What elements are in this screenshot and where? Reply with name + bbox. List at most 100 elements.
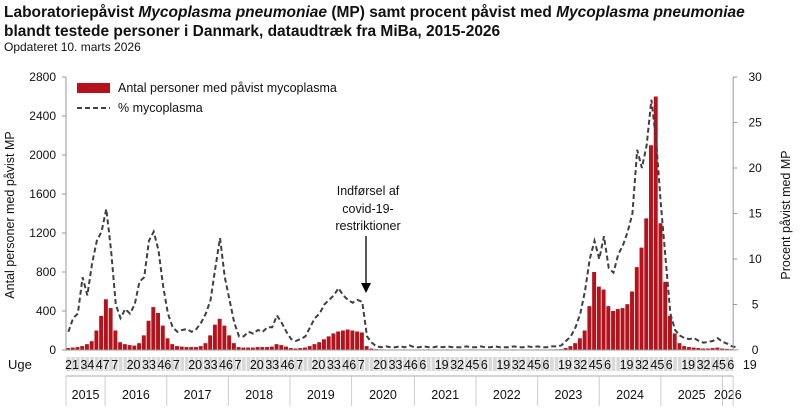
year-label: 2018	[245, 388, 273, 402]
bar	[577, 338, 582, 350]
bar	[701, 348, 706, 350]
bar	[203, 343, 208, 350]
bar	[198, 346, 203, 350]
bar	[151, 307, 156, 350]
week-tick-label: 20	[250, 358, 264, 372]
y-tick-label-left: 1600	[29, 187, 56, 201]
week-tick-label: 20	[373, 358, 387, 372]
annotation-line: Indførsel af	[337, 184, 400, 198]
title-part: (MP) samt procent påvist med	[327, 4, 557, 21]
line-series	[67, 99, 737, 349]
year-label: 2019	[307, 388, 335, 402]
bar	[568, 346, 573, 350]
week-tick-label: 46	[342, 358, 356, 372]
bar	[630, 291, 634, 350]
week-tick-label: 33	[204, 358, 218, 372]
week-tick-label: 20	[127, 358, 141, 372]
week-tick-label: 45	[589, 358, 603, 372]
year-label: 2020	[369, 388, 397, 402]
bar	[141, 335, 146, 350]
annotation-line: covid-19-	[342, 202, 393, 216]
week-tick-label: 20	[188, 358, 202, 372]
bar	[317, 342, 322, 350]
bar	[284, 346, 288, 350]
y-tick-label-left: 2800	[29, 70, 56, 84]
bar	[127, 345, 132, 350]
bar	[118, 342, 123, 350]
year-label: 2025	[678, 388, 706, 402]
week-tick-label: 33	[142, 358, 156, 372]
week-tick-label: 6	[419, 358, 426, 372]
week-band	[66, 357, 734, 371]
bar	[288, 348, 293, 350]
y-axis-left-label: Antal personer med påvist MP	[3, 131, 17, 298]
bar	[274, 344, 279, 350]
week-tick-label: 33	[389, 358, 403, 372]
bar	[340, 330, 345, 350]
week-tick-label: 46	[219, 358, 233, 372]
week-tick-label: 7	[358, 358, 365, 372]
y-tick-label-right: 0	[752, 343, 759, 357]
y-tick-label-right: 10	[748, 252, 762, 266]
week-tick-label: 32	[573, 358, 587, 372]
year-label: 2016	[122, 388, 150, 402]
bar	[89, 341, 94, 350]
bar	[94, 330, 99, 350]
bar	[615, 309, 620, 350]
week-tick-label: 33	[265, 358, 279, 372]
week-tick-label: 19	[558, 358, 572, 372]
bar	[75, 347, 80, 350]
bar	[696, 348, 701, 350]
bar	[132, 345, 137, 350]
bar	[705, 348, 710, 350]
bar	[715, 347, 720, 350]
y-tick-label-left: 800	[36, 265, 56, 279]
week-tick-label: 32	[450, 358, 464, 372]
bar	[312, 344, 317, 350]
arrow-head-icon	[361, 283, 371, 293]
bar	[667, 315, 672, 350]
bar	[649, 145, 653, 350]
bar	[587, 306, 592, 350]
bar	[321, 339, 326, 350]
y-tick-label-left: 0	[49, 343, 56, 357]
year-label: 2022	[493, 388, 521, 402]
bar	[691, 347, 696, 350]
bar	[175, 346, 179, 350]
bar	[307, 346, 312, 350]
chart-title: Laboratoriepåvist Mycoplasma pneumoniae …	[4, 3, 745, 41]
legend: Antal personer med påvist mycoplasma % m…	[77, 81, 337, 115]
bar-series	[66, 96, 739, 350]
bar	[241, 347, 246, 350]
bar	[331, 333, 336, 350]
bar	[236, 347, 241, 350]
annotation: Indførsel af covid-19- restriktioner	[335, 184, 401, 293]
week-tick-label: 20	[311, 358, 325, 372]
bar	[84, 344, 89, 350]
legend-bar-label: Antal personer med påvist mycoplasma	[118, 81, 337, 95]
bar	[255, 347, 260, 350]
annotation-line: restriktioner	[335, 219, 400, 233]
year-label: 2023	[555, 388, 583, 402]
week-tick-label: 19	[620, 358, 634, 372]
bar	[644, 218, 649, 350]
bar	[137, 343, 142, 350]
bar	[279, 345, 284, 350]
week-tick-label: 7	[296, 358, 303, 372]
bar	[596, 286, 601, 350]
bar	[573, 343, 578, 350]
bar	[563, 348, 568, 350]
bar	[298, 348, 303, 350]
week-tick-label: 6	[666, 358, 673, 372]
year-label: 2026	[714, 388, 742, 402]
year-label: 2024	[616, 388, 644, 402]
bar	[582, 330, 587, 350]
bar	[601, 289, 606, 350]
week-tick-label: 33	[327, 358, 341, 372]
bar	[113, 330, 118, 350]
bar	[639, 247, 644, 350]
bar	[222, 325, 227, 350]
y-tick-label-right: 25	[748, 116, 762, 130]
bar	[179, 346, 184, 350]
x-axis-label: Uge	[8, 357, 32, 372]
